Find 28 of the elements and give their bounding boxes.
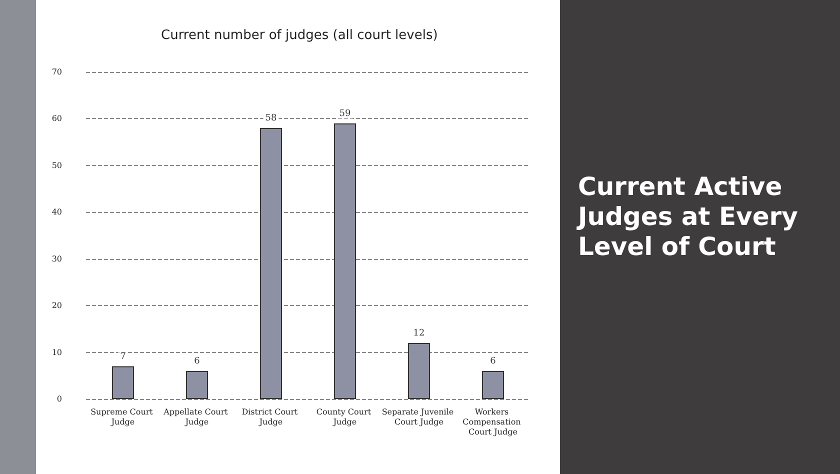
y-tick-label: 40 <box>52 208 62 217</box>
data-label: 12 <box>413 328 425 338</box>
x-tick-label: Workers Compensation Court Judge <box>462 408 524 436</box>
y-tick-label: 60 <box>52 114 62 124</box>
bar <box>482 370 504 399</box>
y-tick-label: 50 <box>52 160 62 170</box>
x-tick-label: County Court Judge <box>316 408 374 426</box>
bar <box>186 370 208 399</box>
y-tick-label: 70 <box>52 68 62 76</box>
y-tick-label: 30 <box>52 254 62 264</box>
y-tick-label: 0 <box>56 394 62 404</box>
data-label: 58 <box>265 114 277 124</box>
bar <box>112 366 134 399</box>
y-tick-label: 20 <box>52 301 62 310</box>
bar <box>408 342 430 399</box>
bar <box>334 123 356 399</box>
x-tick-label: Separate Juvenile Court Judge <box>382 408 456 426</box>
bar <box>260 128 282 399</box>
x-tick-label: Appellate Court Judge <box>162 408 230 426</box>
y-tick-label: 10 <box>52 348 62 357</box>
x-tick-label: Supreme Court Judge <box>90 408 156 426</box>
data-label: 59 <box>339 108 351 119</box>
data-label: 7 <box>120 352 126 362</box>
x-tick-label: District Court Judge <box>242 408 300 426</box>
data-label: 6 <box>490 356 496 366</box>
text: Current Active Judges at Every Level of Court <box>578 172 799 262</box>
chart-title: Current number of judges (all court levels) <box>161 28 438 43</box>
data-label: 6 <box>194 356 200 366</box>
